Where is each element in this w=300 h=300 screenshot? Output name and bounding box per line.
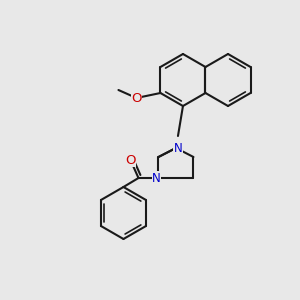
Text: N: N: [174, 142, 182, 154]
Text: O: O: [125, 154, 136, 166]
Text: O: O: [131, 92, 142, 104]
Text: N: N: [152, 172, 161, 184]
